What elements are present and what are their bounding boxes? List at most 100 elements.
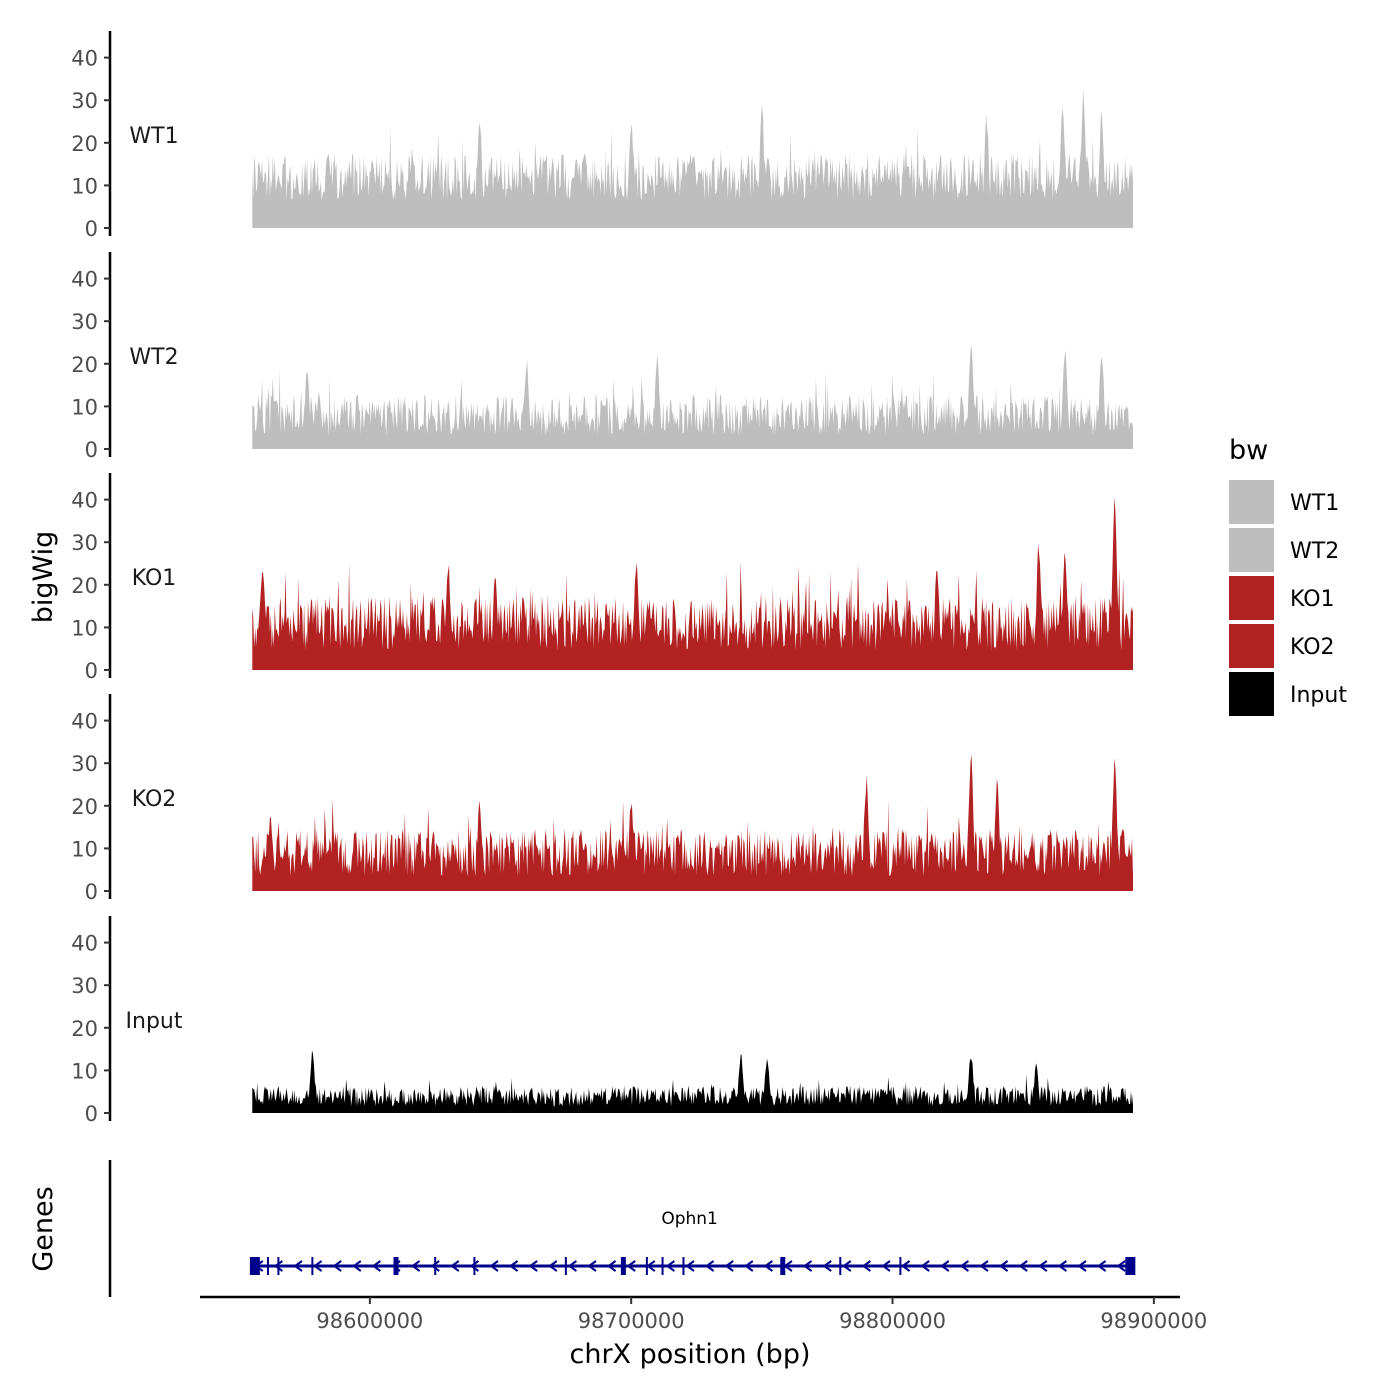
strand-arrow	[273, 1260, 283, 1272]
strand-arrow	[1038, 1260, 1048, 1272]
strand-arrow	[626, 1260, 636, 1272]
y-tick-label: 40	[71, 268, 98, 292]
x-tick-label: 98700000	[578, 1309, 685, 1333]
exon	[780, 1257, 786, 1275]
x-tick-label: 98900000	[1100, 1309, 1207, 1333]
exon	[266, 1257, 269, 1275]
y-tick-label: 0	[85, 659, 98, 683]
y-tick-label: 30	[71, 310, 98, 334]
exon	[473, 1257, 476, 1275]
strand-arrow	[744, 1260, 754, 1272]
signal-area-input	[252, 1050, 1134, 1113]
strand-arrow	[763, 1260, 773, 1272]
exon	[1125, 1257, 1136, 1275]
strand-arrow	[842, 1260, 852, 1272]
legend-item-ko2: KO2	[1229, 624, 1335, 668]
strand-arrow	[802, 1260, 813, 1272]
strand-arrow	[685, 1260, 695, 1272]
signal-area-wt1	[252, 89, 1134, 228]
legend-swatch	[1229, 528, 1274, 572]
strip-label-ko2: KO2	[132, 787, 177, 812]
strand-arrow	[1077, 1260, 1087, 1272]
y-tick-label: 20	[71, 353, 98, 377]
strand-arrow	[352, 1260, 362, 1272]
x-tick-label: 98800000	[839, 1309, 946, 1333]
exon	[839, 1257, 842, 1275]
strand-arrow	[1018, 1260, 1028, 1272]
strand-arrow	[489, 1260, 499, 1272]
strand-arrow	[450, 1260, 460, 1272]
signal-area-ko2	[252, 754, 1134, 891]
strand-arrow	[1116, 1260, 1126, 1272]
strand-arrow	[822, 1260, 832, 1272]
genes-axis-title: Genes	[28, 1186, 59, 1271]
exon	[434, 1257, 437, 1275]
strand-arrow	[979, 1260, 989, 1272]
strand-arrow	[881, 1260, 891, 1272]
strand-arrow	[371, 1260, 381, 1272]
gene-label: Ophn1	[661, 1209, 718, 1229]
strand-arrow	[940, 1260, 950, 1272]
strand-arrow	[724, 1260, 734, 1272]
legend-swatch	[1229, 480, 1274, 524]
y-tick-label: 40	[71, 710, 98, 734]
y-tick-label: 30	[71, 752, 98, 776]
exon	[564, 1257, 567, 1275]
strip-label-ko1: KO1	[132, 566, 177, 591]
panel-ko1: 0 10 20 30 40 KO1	[71, 473, 1134, 683]
strand-arrow	[548, 1260, 558, 1272]
strand-arrow	[998, 1260, 1009, 1272]
y-tick-label: 0	[85, 1102, 98, 1126]
exon	[661, 1257, 664, 1275]
panel-ko2: 0 10 20 30 40 KO2	[71, 694, 1134, 904]
strand-arrow	[469, 1260, 479, 1272]
strand-arrow	[332, 1260, 342, 1272]
y-tick-label: 20	[71, 795, 98, 819]
strand-arrow	[920, 1260, 930, 1272]
legend-swatch	[1229, 672, 1274, 716]
y-tick-label: 10	[71, 174, 98, 198]
panel-wt2: 0 10 20 30 40 WT2	[71, 252, 1134, 462]
strand-arrow	[665, 1260, 675, 1272]
strand-arrow	[959, 1260, 969, 1272]
exon	[393, 1257, 399, 1275]
track-panels: 0 10 20 30 40 WT1 0 10 20 30 40 WT2 0 10 20 30 40 KO1 0 10 2…	[71, 31, 1134, 1126]
y-tick-label: 20	[71, 574, 98, 598]
strand-arrow	[528, 1260, 538, 1272]
exon	[645, 1257, 648, 1275]
legend-swatch	[1229, 576, 1274, 620]
x-tick-label: 98600000	[316, 1309, 423, 1333]
strand-arrow	[1057, 1260, 1067, 1272]
y-tick-label: 0	[85, 880, 98, 904]
strip-label-wt1: WT1	[129, 124, 178, 149]
y-tick-label: 40	[71, 932, 98, 956]
legend-label: WT1	[1290, 491, 1339, 516]
legend-swatch	[1229, 624, 1274, 668]
strip-label-wt2: WT2	[129, 345, 178, 370]
strand-arrow	[1096, 1260, 1107, 1272]
strand-arrow	[567, 1260, 577, 1272]
y-tick-label: 0	[85, 217, 98, 241]
legend-label: KO1	[1290, 587, 1335, 612]
x-axis-title: chrX position (bp)	[569, 1339, 810, 1370]
y-tick-label: 10	[71, 395, 98, 419]
signal-area-ko1	[252, 497, 1134, 670]
legend-item-ko1: KO1	[1229, 576, 1335, 620]
legend-label: Input	[1290, 683, 1347, 708]
legend-title: bw	[1229, 435, 1268, 466]
strand-arrow	[293, 1260, 303, 1272]
strand-arrow	[430, 1260, 440, 1272]
strand-arrow	[606, 1260, 617, 1272]
exon	[311, 1257, 314, 1275]
strand-arrow	[900, 1260, 911, 1272]
strand-arrow	[587, 1260, 597, 1272]
exon	[277, 1257, 280, 1275]
y-axis-title: bigWig	[28, 531, 59, 624]
y-tick-label: 0	[85, 438, 98, 462]
genes-track: Ophn1	[108, 1160, 1136, 1297]
strand-arrow	[704, 1260, 715, 1272]
y-tick-label: 40	[71, 47, 98, 71]
strand-arrow	[410, 1260, 421, 1272]
panel-wt1: 0 10 20 30 40 WT1	[71, 31, 1134, 241]
exon	[682, 1257, 685, 1275]
